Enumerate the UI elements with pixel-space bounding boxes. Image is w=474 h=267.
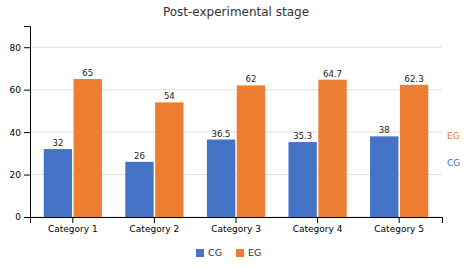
bar: [237, 85, 265, 217]
tick: Category 2: [130, 217, 180, 234]
tick-label: 40: [10, 127, 22, 137]
tick: 60: [10, 85, 30, 95]
data-label: 35.3: [293, 131, 312, 141]
tick-label: Category 3: [211, 224, 261, 234]
tick: Category 1: [48, 217, 98, 234]
y-axis: 0 20 40 60 80: [10, 27, 31, 223]
tick-label: 80: [10, 43, 22, 53]
bar: [318, 80, 346, 217]
tick-mark: [24, 175, 30, 176]
legend-item: CG: [196, 247, 222, 258]
data-label: 64.7: [323, 69, 342, 79]
legend-label: CG: [208, 247, 222, 258]
tick-label: 60: [10, 85, 22, 95]
chart: 020406080Category 1Category 2Category 3C…: [0, 0, 474, 267]
legend-swatch: [236, 249, 244, 257]
bar: [288, 142, 316, 217]
tick: Category 5: [374, 217, 424, 234]
tick-mark: [236, 217, 237, 223]
data-label: 26: [134, 151, 145, 161]
data-label: 36.5: [212, 129, 231, 139]
data-labels: 32 26 36.5 35.3 38 65 54 62 64.7 62.3: [52, 68, 423, 161]
legend-label: EG: [248, 247, 261, 258]
tick: Category 3: [211, 217, 261, 234]
data-label: 62.3: [405, 74, 424, 84]
tick-label: Category 2: [130, 224, 180, 234]
legend-item: EG: [236, 247, 261, 258]
tick-mark: [24, 90, 30, 91]
bar: [44, 149, 72, 217]
tick-label: Category 1: [48, 224, 98, 234]
data-label: 54: [164, 91, 175, 101]
bar: [125, 162, 153, 217]
tick-mark: [399, 217, 400, 223]
bar: [370, 136, 398, 217]
grid-line: [30, 47, 442, 48]
bar: [400, 85, 428, 217]
bar: [207, 140, 235, 217]
tick-label: Category 4: [293, 224, 343, 234]
x-axis: Category 1 Category 2 Category 3 Category 4…: [31, 217, 443, 234]
tick: 0: [15, 212, 30, 222]
grid: [30, 47, 442, 217]
tick-label: 0: [15, 212, 21, 222]
legend: CG EG: [196, 247, 261, 258]
data-label: 62: [246, 74, 257, 84]
annotation: CG: [447, 158, 460, 168]
tick: Category 4: [293, 217, 343, 234]
tick: 20: [10, 170, 30, 180]
tick-label: 20: [10, 170, 22, 180]
tick-mark: [24, 217, 30, 218]
bars: [44, 79, 429, 217]
bar: [155, 102, 183, 217]
tick: 80: [10, 43, 30, 53]
tick-mark: [154, 217, 155, 223]
tick-mark: [317, 217, 318, 223]
axis-line: [31, 218, 443, 224]
legend-swatch: [196, 249, 204, 257]
axis-line: [24, 27, 31, 218]
annotation: EG: [447, 131, 460, 141]
tick: 40: [10, 127, 30, 137]
title: Post-experimental stage: [163, 5, 309, 19]
tick-label: Category 5: [374, 224, 424, 234]
data-label: 65: [82, 68, 93, 78]
tick-mark: [72, 217, 73, 223]
data-label: 32: [52, 138, 63, 148]
data-label: 38: [379, 125, 390, 135]
tick-mark: [24, 132, 30, 133]
bar: [74, 79, 102, 217]
plot: 020406080Category 1Category 2Category 3C…: [10, 27, 443, 235]
tick-mark: [24, 47, 30, 48]
